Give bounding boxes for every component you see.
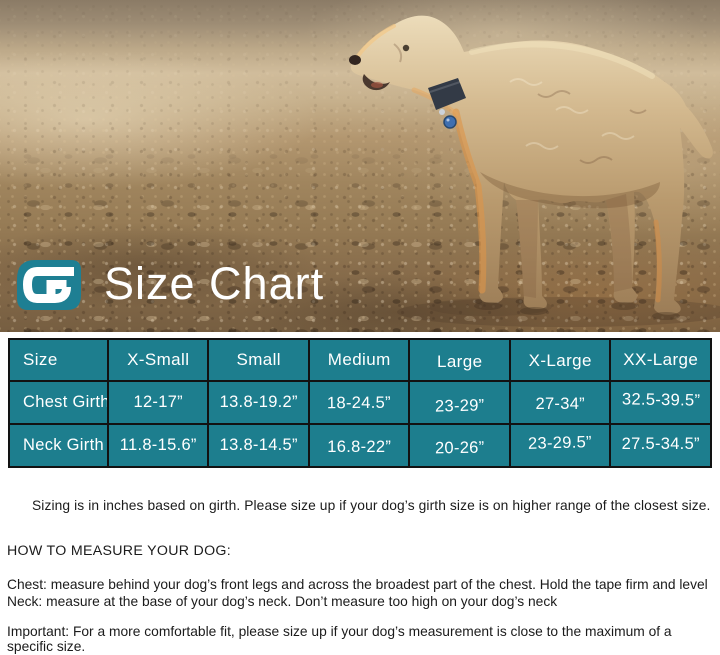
header-text: Large [436,352,483,371]
cell-chest-xx-large: 32.5-39.5” [609,380,712,425]
cell-neck-x-large: 23-29.5” [508,423,612,468]
table-row-chest-girth: Chest Girth 12-17” 13.8-19.2” 18-24.5” 2… [8,380,712,425]
cell-text: 16.8-22” [327,438,392,456]
cell-text: Neck Girth [23,436,104,454]
col-header-small: Small [207,338,310,382]
how-to-measure-heading: HOW TO MEASURE YOUR DOG: [7,543,231,559]
cell-text: 27.5-34.5” [621,435,700,453]
header-text: X-Small [127,350,190,369]
cell-text: 13.8-14.5” [219,436,298,454]
hero-photo: Size Chart [0,0,720,332]
cell-text: 18-24.5” [327,393,392,413]
cell-text: Chest Girth [23,393,108,411]
header-text: Small [236,350,281,369]
measure-instructions: Chest: measure behind your dog’s front l… [7,576,712,610]
row-label-chest-girth: Chest Girth [8,380,109,425]
table-header-row: Size X-Small Small Medium Large X-Large … [8,338,712,382]
col-header-large: Large [408,338,511,382]
dog-shadow [397,297,720,327]
header-text: Medium [327,350,391,369]
important-note: Important: For a more comfortable fit, p… [7,624,672,654]
cell-chest-x-large: 27-34” [508,380,612,425]
cell-chest-x-small: 12-17” [106,380,210,425]
cell-text: 23-29.5” [528,433,593,453]
neck-instruction: Neck: measure at the base of your dog’s … [7,594,558,609]
row-label-neck-girth: Neck Girth [8,423,109,468]
dog-nose [349,55,361,65]
cell-text: 20-26” [434,438,485,458]
cell-text: 12-17” [133,393,183,411]
cell-chest-medium: 18-24.5” [307,380,411,425]
cell-neck-x-small: 11.8-15.6” [106,423,210,468]
cell-neck-medium: 16.8-22” [307,423,411,468]
page-title: Size Chart [104,257,325,309]
header-text: X-Large [528,351,592,370]
cell-chest-small: 13.8-19.2” [207,380,310,425]
header-text: XX-Large [623,350,699,369]
col-header-x-large: X-Large [508,338,612,382]
cell-neck-large: 20-26” [408,423,511,468]
col-header-medium: Medium [307,338,411,382]
size-chart-table: Size X-Small Small Medium Large X-Large … [8,338,712,468]
dog-photo-illustration [349,15,720,327]
cell-text: 23-29” [434,396,485,416]
header-text: Size [23,350,58,369]
dog-collar [428,78,466,110]
cell-text: 32.5-39.5” [621,390,701,410]
cell-neck-small: 13.8-14.5” [207,423,310,468]
chest-instruction: Chest: measure behind your dog’s front l… [7,577,708,592]
cell-chest-large: 23-29” [408,380,511,425]
cell-text: 13.8-19.2” [219,393,298,411]
dog-tag [443,115,457,129]
cell-neck-xx-large: 27.5-34.5” [609,423,712,468]
cell-text: 11.8-15.6” [119,436,197,454]
table-row-neck-girth: Neck Girth 11.8-15.6” 13.8-14.5” 16.8-22… [8,423,712,468]
col-header-x-small: X-Small [106,338,210,382]
sizing-note: Sizing is in inches based on girth. Plea… [32,498,711,513]
col-header-xx-large: XX-Large [609,338,712,382]
dog-mouth [362,74,390,91]
cell-text: 27-34” [535,395,585,413]
dog-eye [402,44,410,52]
col-header-size: Size [8,338,109,382]
hero-branding: Size Chart [14,256,324,314]
brand-logo-g-icon [17,260,81,310]
